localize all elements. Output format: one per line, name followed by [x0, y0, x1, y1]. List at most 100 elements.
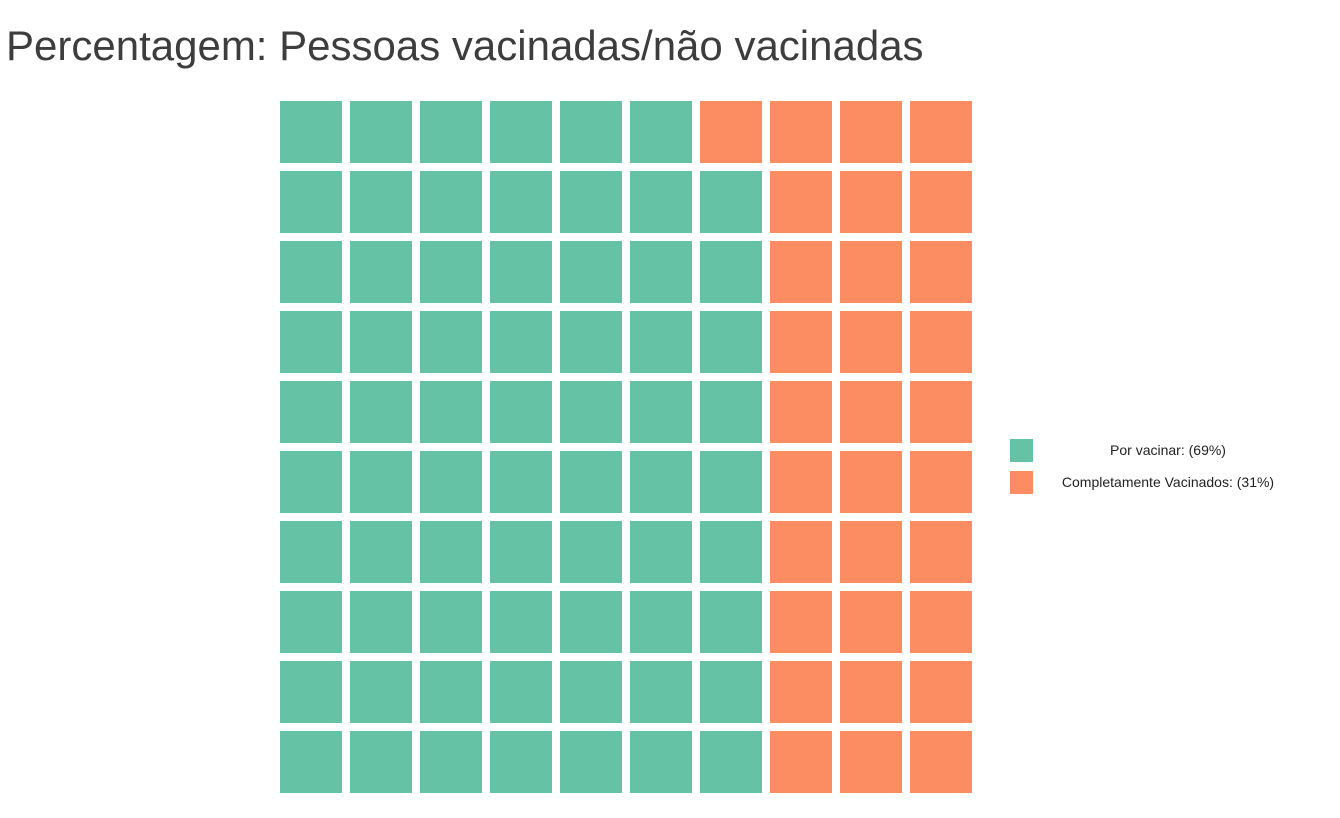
chart-title: Percentagem: Pessoas vacinadas/não vacin… [6, 22, 924, 69]
waffle-cell [280, 451, 342, 513]
waffle-cell [630, 661, 692, 723]
waffle-cell [420, 451, 482, 513]
waffle-cell [420, 171, 482, 233]
waffle-cell [840, 101, 902, 163]
waffle-cell [840, 521, 902, 583]
waffle-cell [910, 311, 972, 373]
waffle-cell [490, 731, 552, 793]
waffle-cell [420, 101, 482, 163]
waffle-cell [560, 451, 622, 513]
waffle-cell [350, 451, 412, 513]
waffle-cell [350, 381, 412, 443]
waffle-cell [770, 451, 832, 513]
waffle-cell [840, 311, 902, 373]
waffle-cell [910, 731, 972, 793]
waffle-cell [280, 521, 342, 583]
waffle-cell [700, 661, 762, 723]
waffle-cell [420, 661, 482, 723]
waffle-cell [420, 731, 482, 793]
waffle-cell [560, 311, 622, 373]
waffle-cell [560, 171, 622, 233]
waffle-cell [560, 241, 622, 303]
waffle-cell [630, 311, 692, 373]
waffle-cell [630, 591, 692, 653]
waffle-cell [770, 661, 832, 723]
waffle-cell [770, 521, 832, 583]
waffle-chart [280, 101, 972, 793]
waffle-cell [490, 241, 552, 303]
waffle-cell [770, 171, 832, 233]
legend-label-por-vacinar: Por vacinar: (69%) [1110, 442, 1226, 458]
waffle-cell [280, 171, 342, 233]
legend-item-completamente-vacinados: Completamente Vacinados: (31%) [1010, 470, 1330, 494]
waffle-cell [910, 171, 972, 233]
waffle-cell [280, 101, 342, 163]
waffle-cell [840, 381, 902, 443]
waffle-cell [420, 311, 482, 373]
waffle-cell [910, 101, 972, 163]
waffle-cell [770, 591, 832, 653]
waffle-cell [560, 591, 622, 653]
waffle-cell [350, 311, 412, 373]
waffle-cell [840, 731, 902, 793]
waffle-cell [350, 101, 412, 163]
waffle-cell [280, 661, 342, 723]
waffle-cell [490, 311, 552, 373]
waffle-cell [490, 521, 552, 583]
waffle-cell [630, 171, 692, 233]
waffle-cell [700, 731, 762, 793]
waffle-cell [350, 521, 412, 583]
waffle-cell [420, 381, 482, 443]
waffle-cell [630, 521, 692, 583]
waffle-cell [630, 101, 692, 163]
waffle-cell [770, 101, 832, 163]
legend: Por vacinar: (69%) Completamente Vacinad… [1010, 438, 1330, 502]
waffle-cell [910, 521, 972, 583]
legend-swatch-completamente-vacinados [1010, 470, 1033, 494]
waffle-cell [560, 521, 622, 583]
waffle-cell [700, 101, 762, 163]
waffle-cell [280, 591, 342, 653]
waffle-cell [280, 381, 342, 443]
waffle-cell [280, 241, 342, 303]
waffle-cell [420, 591, 482, 653]
waffle-cell [630, 731, 692, 793]
waffle-cell [770, 311, 832, 373]
waffle-cell [280, 731, 342, 793]
waffle-cell [840, 451, 902, 513]
legend-swatch-por-vacinar [1010, 438, 1033, 462]
waffle-cell [840, 171, 902, 233]
waffle-cell [700, 241, 762, 303]
waffle-cell [420, 241, 482, 303]
waffle-cell [490, 591, 552, 653]
waffle-cell [700, 311, 762, 373]
waffle-cell [770, 731, 832, 793]
waffle-cell [630, 241, 692, 303]
waffle-cell [560, 381, 622, 443]
waffle-cell [350, 731, 412, 793]
legend-label-completamente-vacinados: Completamente Vacinados: (31%) [1061, 474, 1275, 490]
waffle-cell [840, 661, 902, 723]
waffle-cell [910, 451, 972, 513]
waffle-cell [350, 171, 412, 233]
waffle-cell [630, 381, 692, 443]
waffle-cell [350, 591, 412, 653]
waffle-cell [910, 241, 972, 303]
waffle-cell [700, 521, 762, 583]
waffle-cell [560, 731, 622, 793]
waffle-cell [700, 381, 762, 443]
waffle-cell [490, 451, 552, 513]
waffle-cell [560, 101, 622, 163]
waffle-cell [630, 451, 692, 513]
waffle-cell [560, 661, 622, 723]
waffle-cell [490, 171, 552, 233]
waffle-cell [420, 521, 482, 583]
waffle-cell [910, 591, 972, 653]
waffle-cell [770, 241, 832, 303]
waffle-cell [840, 241, 902, 303]
waffle-cell [910, 381, 972, 443]
waffle-cell [350, 241, 412, 303]
waffle-cell [280, 311, 342, 373]
waffle-cell [700, 171, 762, 233]
